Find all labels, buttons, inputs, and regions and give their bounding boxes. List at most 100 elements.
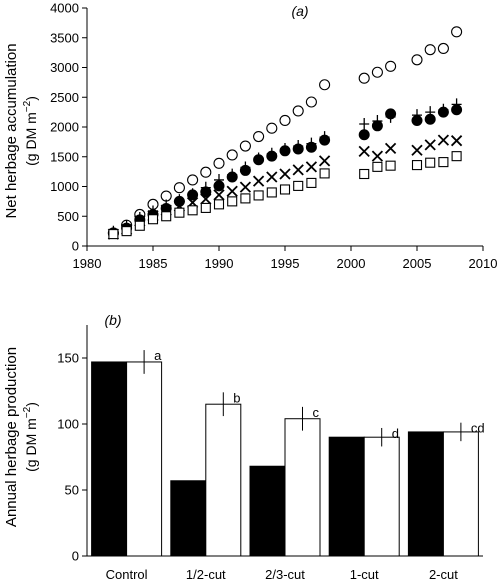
plus-point [372, 115, 383, 128]
cross-point [292, 164, 304, 176]
open-square-point [134, 220, 145, 231]
panel-a-x-axis: 1980 1985 1990 1995 2000 2005 2010 [73, 245, 497, 271]
panel-a-y-tick-label: 1000 [50, 179, 79, 194]
panel-a-y-tick-label: 500 [57, 209, 79, 224]
black-bar [407, 431, 444, 557]
white-bar [284, 418, 321, 557]
panel-a-x-tick-label: 2000 [337, 256, 366, 271]
cross-point [437, 134, 450, 146]
open-circle-point [451, 26, 463, 38]
panel-a-data-marks [107, 26, 463, 240]
open-square-point [174, 207, 185, 218]
open-square-point [108, 229, 119, 240]
open-square-point [240, 193, 251, 204]
open-square-point [279, 184, 291, 195]
plus-point [200, 181, 211, 194]
open-square-point [266, 187, 277, 198]
open-square-point [293, 180, 304, 191]
plus-point [438, 103, 449, 116]
open-circle-point [213, 157, 225, 169]
significance-letter: b [233, 390, 240, 405]
plus-point [385, 110, 396, 123]
open-circle-point [239, 140, 251, 152]
plus-point [319, 131, 330, 144]
significance-letter: a [154, 348, 162, 363]
panel-b-category-label: 1/2-cut [186, 567, 226, 582]
open-square-point [200, 202, 211, 213]
black-bar [249, 465, 286, 557]
cross-point [239, 181, 252, 193]
open-square-point [319, 168, 330, 179]
open-circle-point [266, 122, 278, 134]
open-circle-point [200, 166, 212, 178]
open-circle-point [292, 105, 304, 117]
significance-letter: cd [471, 421, 485, 436]
panel-b-category-label: 1-cut [350, 567, 379, 582]
plus-point [240, 161, 251, 174]
open-square-point [147, 214, 159, 225]
open-circle-point [385, 60, 397, 72]
panel-a-x-tick-label: 1990 [205, 256, 234, 271]
cross-point [266, 171, 278, 183]
panel-a-y-tick-label: 0 [72, 239, 79, 254]
plus-point [214, 173, 224, 186]
cross-point [305, 161, 318, 173]
panel-b-y-tick-label: 50 [65, 483, 79, 498]
open-square-point [187, 205, 198, 216]
open-square-point [227, 196, 238, 207]
open-square-point [451, 151, 462, 162]
panel-a-label: (a) [291, 3, 308, 19]
black-bar [328, 436, 365, 557]
open-circle-point [279, 114, 291, 127]
open-circle-point [371, 66, 383, 78]
open-circle-point [187, 174, 199, 186]
open-circle-point [173, 182, 185, 194]
cross-point [226, 185, 238, 197]
panel-b: (b) Annual herbage production (g DM m−2)… [3, 312, 485, 582]
filled-circle-point [358, 129, 370, 141]
panel-b-ylabel-units: (g DM m−2) [22, 402, 39, 472]
cross-point [200, 193, 212, 205]
cross-point [411, 144, 423, 156]
cross-point [384, 142, 397, 155]
open-circle-point [424, 44, 436, 56]
panel-b-label: (b) [104, 312, 121, 328]
panel-b-category-label: 2-cut [429, 567, 458, 582]
open-circle-point [411, 54, 423, 66]
plus-point [266, 147, 277, 160]
panel-a-ylabel: Net herbage accumulation [3, 43, 20, 218]
panel-a-x-tick-label: 2005 [403, 256, 432, 271]
plus-point [174, 194, 185, 207]
open-square-point [253, 190, 264, 201]
open-square-point [359, 168, 370, 180]
cross-point [279, 168, 291, 180]
panel-b-y-tick-label: 0 [72, 549, 79, 564]
panel-a-ylabel-units-prefix: (g DM m [23, 112, 39, 166]
panel-b-x-axis: Control 1/2-cut 2/3-cut 1-cut 2-cut [87, 555, 483, 582]
panel-a-ylabel-units-suffix: ) [23, 96, 39, 101]
open-circle-point [253, 130, 265, 143]
panel-b-ylabel: Annual herbage production [3, 347, 20, 527]
white-bar [126, 361, 163, 557]
plus-point [293, 140, 304, 153]
open-circle-point [305, 96, 317, 108]
panel-b-ylabel-units-suffix: ) [23, 402, 39, 407]
plus-point [359, 118, 370, 131]
cross-point [358, 145, 370, 158]
panel-a-y-tick-label: 2000 [50, 120, 79, 135]
panel-b-ylabel-units-sup: −2 [22, 406, 33, 418]
open-square-point [161, 211, 172, 222]
panel-a-y-tick-label: 4000 [50, 1, 79, 16]
black-bar [170, 480, 207, 557]
plus-point [451, 98, 462, 111]
cross-point [252, 175, 265, 187]
plus-point [280, 143, 290, 156]
panel-b-ylabel-line1: Annual herbage production [3, 347, 20, 527]
cross-point [318, 155, 331, 167]
panel-a-y-tick-label: 3500 [50, 30, 79, 45]
panel-b-y-axis: 0 50 100 150 [57, 325, 88, 564]
open-square-point [306, 177, 317, 188]
panel-a-ylabel-line1: Net herbage accumulation [3, 43, 20, 218]
